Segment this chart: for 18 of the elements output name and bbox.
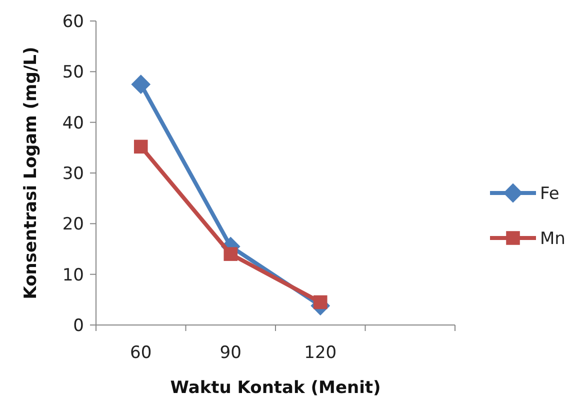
x-tick-label: 90 <box>220 343 242 363</box>
y-tick-label: 20 <box>62 214 84 235</box>
x-axis-title: Waktu Kontak (Menit) <box>170 378 381 398</box>
y-tick-label: 60 <box>62 12 84 32</box>
point <box>224 247 238 261</box>
x-tick-label: 120 <box>304 343 337 363</box>
y-tick-label: 10 <box>62 265 84 286</box>
point <box>313 295 328 310</box>
y-tick-label: 30 <box>62 164 84 184</box>
y-tick-label: 40 <box>62 113 84 134</box>
y-tick-label: 0 <box>73 316 84 336</box>
x-tick-label: 60 <box>130 343 152 363</box>
point <box>131 74 151 94</box>
legend-label: Mn <box>540 228 566 249</box>
legend-label: Fe <box>540 184 560 204</box>
point <box>134 140 148 154</box>
y-axis-title: Konsentrasi Logam (mg/L) <box>21 46 41 300</box>
y-tick-label: 50 <box>62 62 84 83</box>
